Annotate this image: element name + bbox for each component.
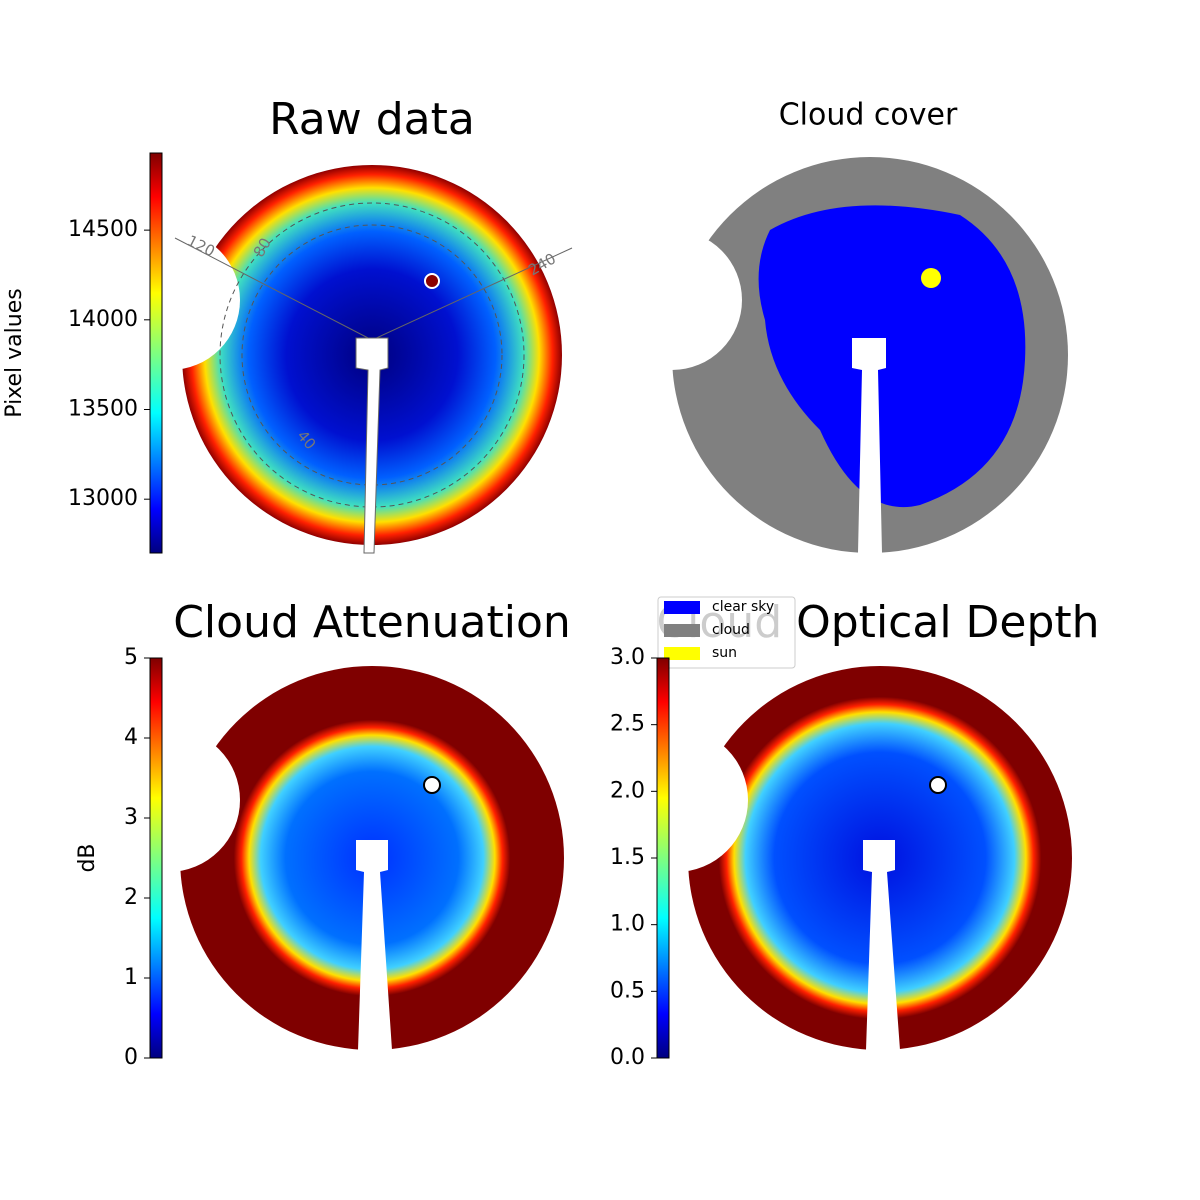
colorbar-tick-label: 14000 <box>68 307 138 332</box>
colorbar-tick-label: 13000 <box>68 486 138 511</box>
colorbar-tick-label: 1 <box>124 965 138 990</box>
colorbar-tick-label: 0.0 <box>610 1045 645 1070</box>
colorbar-tick-label: 5 <box>124 645 138 670</box>
legend-label: cloud <box>712 622 750 638</box>
colorbar <box>656 657 670 1059</box>
colorbar-tick-label: 1.0 <box>610 912 645 937</box>
legend-swatch <box>664 601 700 614</box>
legend-label: sun <box>712 645 737 661</box>
colorbar-label: dB <box>75 843 100 872</box>
colorbar-tick-label: 2 <box>124 885 138 910</box>
attenuation-image <box>96 666 564 1050</box>
colorbar-tick-label: 2.5 <box>610 712 645 737</box>
panel-title: Cloud Attenuation <box>173 597 571 648</box>
colorbar-tick-label: 3 <box>124 805 138 830</box>
sky-image <box>100 165 573 554</box>
optical-depth-image <box>604 666 1072 1050</box>
colorbar-tick-label: 3.0 <box>610 645 645 670</box>
colorbar-label: Pixel values <box>2 288 27 417</box>
panel-title: Cloud cover <box>779 98 958 133</box>
colorbar-tick-label: 13500 <box>68 397 138 422</box>
colorbar-tick-label: 4 <box>124 725 138 750</box>
colorbar-tick-label: 2.0 <box>610 778 645 803</box>
colorbar-tick-label: 0.5 <box>610 978 645 1003</box>
colorbar <box>149 657 163 1059</box>
colorbar-tick-label: 14500 <box>68 217 138 242</box>
panel-title: Raw data <box>269 94 475 145</box>
colorbar <box>149 152 163 554</box>
legend-label: clear sky <box>712 599 774 615</box>
cloud-cover-image <box>602 157 1068 553</box>
colorbar-tick-label: 1.5 <box>610 845 645 870</box>
legend-swatch <box>664 624 700 637</box>
colorbar-tick-label: 0 <box>124 1045 138 1070</box>
legend-swatch <box>664 647 700 660</box>
